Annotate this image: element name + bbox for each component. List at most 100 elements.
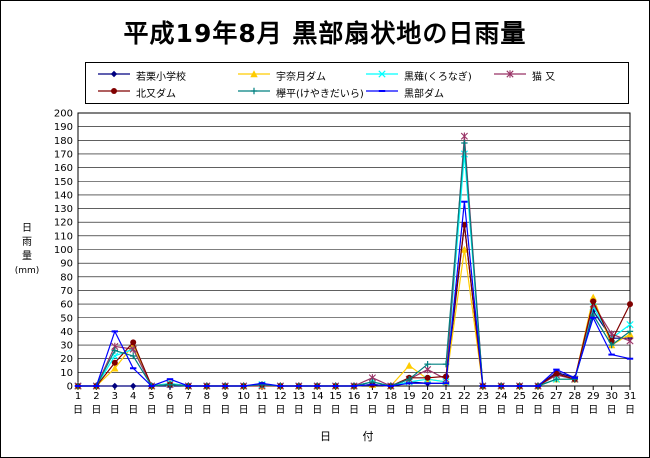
x-tick-label-15: 15	[329, 391, 342, 402]
x-tick-label-12: 12	[274, 391, 287, 402]
x-tick-label-5: 5	[148, 391, 154, 402]
x-tick-label-27: 27	[550, 391, 563, 402]
x-tick-suffix-6: 日	[165, 405, 175, 416]
x-tick-suffix-9: 日	[220, 405, 230, 416]
x-tick-suffix-21: 日	[441, 405, 451, 416]
data-point-s6-d27	[553, 375, 560, 383]
x-tick-suffix-22: 日	[459, 405, 469, 416]
y-tick-label-30: 30	[60, 341, 73, 352]
x-tick-suffix-24: 日	[496, 405, 506, 416]
legend-swatch-3	[366, 70, 398, 78]
legend-swatch-7	[366, 90, 398, 92]
legend-marker-6	[250, 87, 258, 95]
legend: 若栗小学校 宇奈月ダム 黒薙(くろなぎ) 猫 又北又ダム 欅平(けやきだいら) 黒部ダム	[85, 62, 629, 104]
data-point-s6-d4	[130, 352, 137, 360]
x-tick-label-28: 28	[568, 391, 581, 402]
legend-swatch-2	[238, 70, 270, 78]
legend-swatch-5	[98, 88, 130, 94]
legend-label-6: 欅平(けやきだいら)	[276, 89, 364, 100]
x-tick-suffix-18: 日	[386, 405, 396, 416]
legend-label-7: 黒部ダム	[404, 89, 444, 100]
x-tick-suffix-19: 日	[404, 405, 414, 416]
x-tick-label-21: 21	[440, 391, 453, 402]
data-point-s2-d29	[589, 293, 597, 301]
chart-title: 平成19年8月 黒部扇状地の日雨量	[123, 19, 527, 48]
x-tick-label-8: 8	[204, 391, 210, 402]
x-tick-label-14: 14	[311, 391, 324, 402]
y-axis-label-char-3: 量	[22, 251, 32, 262]
data-point-s2-d3	[111, 364, 119, 372]
x-tick-suffix-5: 日	[147, 405, 157, 416]
y-axis-label-char-2: 雨	[22, 237, 32, 248]
data-point-s5-d29	[590, 298, 597, 305]
data-point-s6-d31	[626, 328, 634, 335]
x-tick-label-4: 4	[130, 391, 136, 402]
x-tick-suffix-7: 日	[183, 405, 193, 416]
x-tick-label-10: 10	[237, 391, 250, 402]
x-tick-label-30: 30	[605, 391, 618, 402]
x-tick-suffix-4: 日	[128, 405, 138, 416]
legend-label-5: 北又ダム	[136, 89, 176, 100]
x-tick-suffix-8: 日	[202, 405, 212, 416]
y-tick-label-160: 160	[54, 163, 73, 174]
data-point-s5-d27	[553, 370, 560, 377]
y-tick-label-200: 200	[54, 109, 73, 120]
x-tick-suffix-15: 日	[331, 405, 341, 416]
x-tick-label-7: 7	[185, 391, 191, 402]
x-tick-label-1: 1	[75, 391, 81, 402]
data-point-s5-d4	[130, 339, 137, 346]
legend-swatch-6	[238, 87, 270, 95]
x-tick-label-19: 19	[403, 391, 416, 402]
x-tick-label-11: 11	[256, 391, 269, 402]
legend-marker-2	[250, 70, 258, 78]
data-point-s1-d29	[590, 307, 597, 315]
x-tick-label-6: 6	[167, 391, 173, 402]
x-tick-label-16: 16	[348, 391, 361, 402]
x-tick-suffix-27: 日	[551, 405, 561, 416]
x-tick-suffix-23: 日	[478, 405, 488, 416]
y-tick-label-140: 140	[54, 190, 73, 201]
y-tick-label-150: 150	[54, 177, 73, 188]
x-tick-suffix-17: 日	[367, 405, 377, 416]
x-tick-label-20: 20	[421, 391, 434, 402]
data-point-s6-d30	[608, 341, 615, 349]
x-tick-suffix-26: 日	[533, 405, 543, 416]
data-point-s6-d22	[461, 139, 468, 147]
data-point-s6-d19	[406, 375, 413, 383]
data-point-s4-d22	[460, 132, 468, 140]
x-tick-suffix-28: 日	[570, 405, 580, 416]
legend-marker-1	[110, 70, 118, 78]
data-point-s1-d4	[130, 382, 137, 390]
data-point-s5-d22	[461, 221, 468, 228]
legend-marker-5	[111, 88, 117, 94]
x-tick-suffix-3: 日	[110, 405, 120, 416]
legend-label-2: 宇奈月ダム	[276, 72, 326, 83]
x-tick-label-31: 31	[624, 391, 637, 402]
x-tick-label-22: 22	[458, 391, 471, 402]
x-tick-label-25: 25	[513, 391, 526, 402]
x-tick-label-29: 29	[587, 391, 600, 402]
y-tick-label-50: 50	[60, 313, 73, 324]
data-point-s3-d31	[626, 320, 634, 329]
legend-label-4: 猫 又	[532, 72, 556, 83]
x-tick-suffix-10: 日	[239, 405, 249, 416]
y-tick-label-0: 0	[67, 382, 73, 393]
y-tick-label-170: 170	[54, 149, 73, 160]
x-tick-suffix-31: 日	[625, 405, 635, 416]
data-point-s5-d21	[443, 373, 449, 380]
data-point-s2-d19	[405, 361, 413, 369]
x-tick-label-17: 17	[366, 391, 379, 402]
x-tick-suffix-14: 日	[312, 405, 322, 416]
data-point-s5-d3	[111, 359, 118, 366]
x-tick-label-23: 23	[476, 391, 489, 402]
x-axis-label: 日 付	[320, 430, 388, 443]
y-tick-label-190: 190	[54, 122, 73, 133]
x-tick-suffix-29: 日	[588, 405, 598, 416]
data-point-s6-d3	[111, 347, 118, 354]
y-tick-label-180: 180	[54, 136, 73, 147]
data-point-s4-d31	[626, 337, 634, 345]
y-axis-label-unit: (mm)	[14, 266, 40, 276]
legend-swatch-1	[98, 70, 130, 78]
x-tick-suffix-11: 日	[257, 405, 267, 416]
